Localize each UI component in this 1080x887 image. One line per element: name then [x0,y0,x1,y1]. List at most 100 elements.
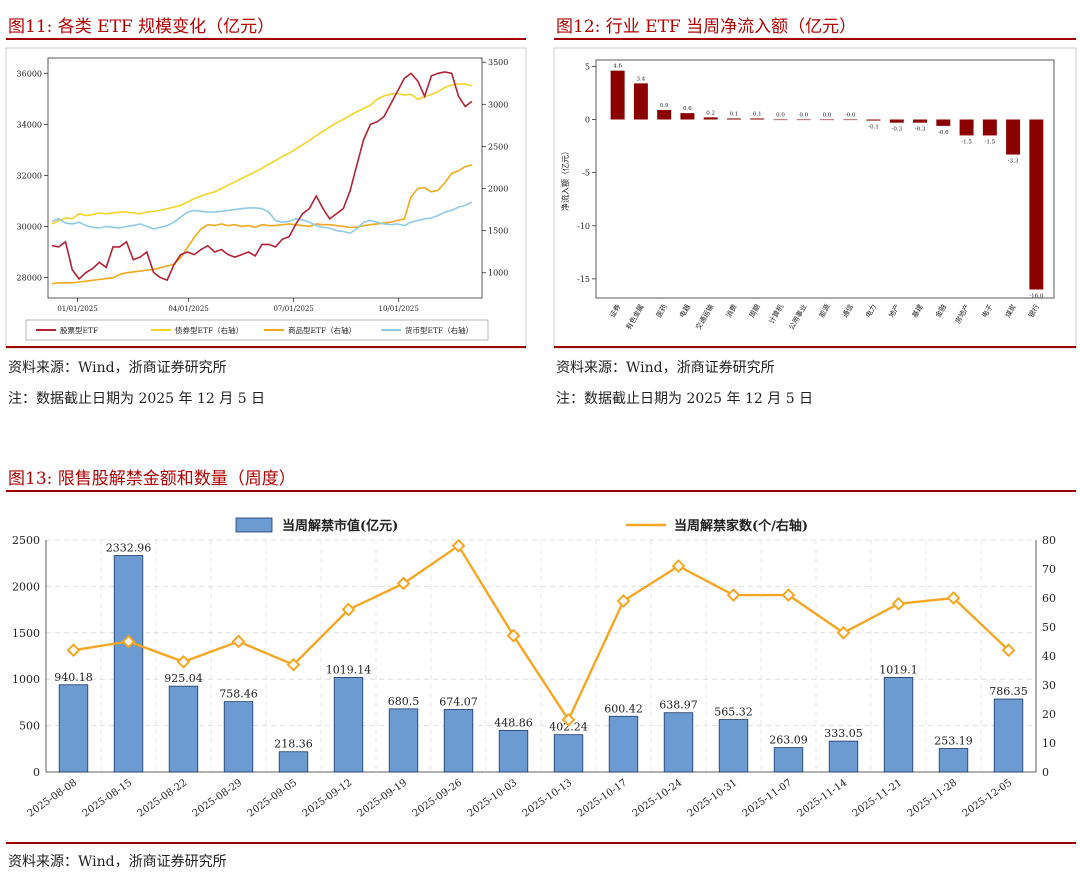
fig13-xtick-label: 2025-10-03 [466,777,520,819]
fig13-bar [443,709,474,773]
fig12-data-label: 0.2 [706,110,715,116]
fig13-data-label: 600.42 [604,702,643,715]
fig13-data-label: 1019.1 [879,663,918,676]
fig13-xtick-label: 2025-11-07 [741,777,795,819]
fig12-data-label: -0.6 [938,130,949,136]
fig13-count-marker [946,591,961,605]
fig13-legend-label-line: 当周解禁家数(个/右轴) [674,518,808,534]
fig12-data-label: 0.0 [799,113,808,119]
fig13-bottom-rule [6,842,1076,844]
fig11-legend-label: 货币型ETF（右轴） [405,325,473,335]
fig13-bar [278,751,309,773]
fig13-bar [773,747,804,773]
fig13-count-marker [781,588,796,603]
fig12-bar [820,119,834,121]
fig13-xtick-label: 2025-09-19 [356,777,410,819]
fig11-bottom-rule [6,346,526,348]
fig13-xtick-label: 2025-10-31 [686,777,740,819]
fig13-ytick-label-left: 2000 [12,580,40,593]
fig11-ytick-label-right: 2000 [488,185,508,194]
fig12-bar [703,117,718,120]
fig11-xtick-label: 10/01/2025 [378,305,418,313]
fig13-data-label: 565.32 [714,706,753,719]
fig13-count-marker [726,588,741,603]
fig13-count-marker [506,628,521,643]
fig13-xtick-label: 2025-12-05 [961,777,1015,819]
fig12-title-rule [554,38,1076,40]
fig13-count-marker [286,657,301,672]
fig11-series-line-bond_etf [51,83,473,225]
fig13-data-label: 680.5 [388,695,420,708]
fig11-ytick-label-left: 28000 [17,274,42,283]
fig11-title-rule [6,38,526,40]
fig11-chart-frame [5,47,527,349]
fig11-ytick-label-left: 36000 [17,69,42,78]
fig13-xtick-label: 2025-11-21 [851,777,905,819]
fig11-legend-label: 商品型ETF（右轴） [288,325,356,335]
fig12-note: 注：数据截止日期为 2025 年 12 月 5 日 [556,391,814,407]
fig13-data-label: 333.05 [824,727,863,740]
fig13-source: 资料来源：Wind，浙商证券研究所 [8,854,227,870]
fig13-bar [993,698,1024,773]
fig13-bar [718,719,749,773]
fig13-legend-label-bar: 当周解禁市值(亿元) [282,518,398,534]
fig11-series-line-money_etf [51,201,473,235]
fig13-bar [388,708,419,773]
fig13-ytick-label-right: 20 [1042,708,1056,721]
fig13-count-marker [176,654,191,669]
fig13-ytick-label-right: 70 [1042,563,1056,576]
fig11-ytick-label-right: 3000 [488,100,508,109]
fig13-ytick-label-left: 500 [19,720,40,733]
fig13-data-label: 674.07 [439,695,478,708]
fig13-count-marker [396,576,411,591]
fig12-ytick-label: -10 [577,222,590,231]
fig11-series-line-commodity_etf [51,164,473,285]
fig13-count-marker [836,625,851,640]
fig12-data-label: 3.4 [637,76,646,82]
fig13-bar [498,729,529,773]
fig13-xtick-label: 2025-09-26 [411,777,465,819]
fig13-ytick-label-left: 1000 [12,673,40,686]
fig12-ytick-label: 5 [585,62,590,71]
fig13-ytick-label-right: 30 [1042,679,1056,692]
fig13-ytick-label-left: 1500 [12,627,40,640]
fig13-data-label: 263.09 [769,734,808,747]
fig12-data-label: 0.0 [776,113,785,119]
fig11-title: 图11: 各类 ETF 规模变化（亿元） [8,17,275,37]
fig11-plot-border [47,57,483,299]
fig13-xtick-label: 2025-10-24 [631,777,685,819]
fig11-ytick-label-right: 1500 [488,227,508,236]
fig12-chart: 50-5-10-15净流入额（亿元）4.6证券3.4有色金属0.9医药0.6电器… [553,47,1077,349]
fig12-data-label: 4.6 [613,64,622,70]
fig11-note: 注：数据截止日期为 2025 年 12 月 5 日 [8,391,266,407]
fig13-ytick-label-right: 0 [1042,766,1049,779]
fig13-count-marker [561,712,576,727]
fig12-data-label: 0.0 [823,113,832,119]
fig13-bar [553,734,584,773]
fig12-bar [610,70,625,120]
fig13-count-marker [231,634,246,649]
fig13-count-marker [1001,643,1016,658]
fig11-series-line-stock_etf [51,71,473,282]
fig13-ytick-label-right: 50 [1042,621,1056,634]
fig13-bar [113,555,144,773]
fig11-ytick-label-left: 30000 [17,223,42,232]
fig12-data-label: 0.1 [730,111,739,117]
fig13-ytick-label-left: 2500 [12,534,40,547]
fig12-data-label: -3.3 [1008,159,1019,165]
fig11-ytick-label-right: 1000 [488,269,508,278]
fig12-bar [913,119,928,123]
fig12-data-label: -16.0 [1029,294,1044,300]
fig13-data-label: 925.04 [164,672,203,685]
fig13-count-marker [451,538,466,553]
fig13-count-marker [671,559,686,574]
fig12-plot-border [595,59,1055,299]
fig13-ytick-label-right: 80 [1042,534,1056,547]
fig12-data-label: -1.5 [961,139,972,145]
fig13-ytick-label-right: 40 [1042,650,1056,663]
fig12-bar [657,109,672,120]
fig12-title: 图12: 行业 ETF 当周净流入额（亿元） [556,17,857,37]
fig12-bar [1029,119,1044,290]
fig13-data-label: 758.46 [219,688,258,701]
fig12-ytick-label: -15 [577,275,590,284]
